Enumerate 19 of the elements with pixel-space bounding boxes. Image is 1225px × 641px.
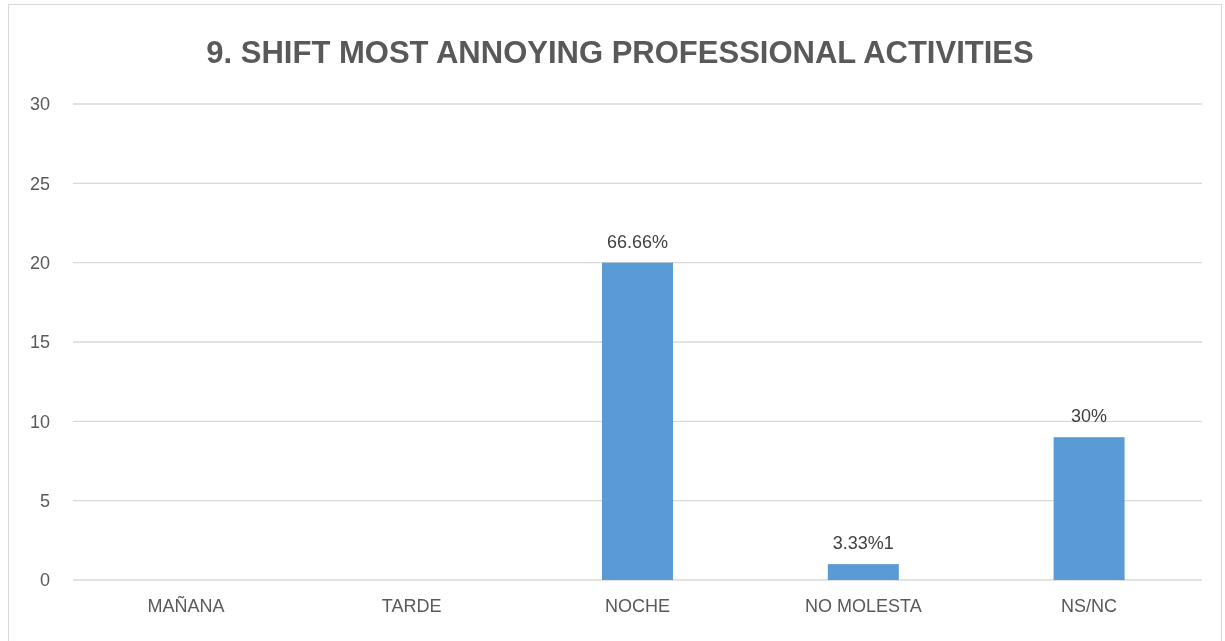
y-tick-label: 15 [29, 332, 50, 353]
x-tick-label: NOCHE [604, 596, 671, 616]
y-tick-label: 25 [29, 173, 50, 194]
bar [602, 262, 673, 580]
y-tick-label: 20 [29, 252, 50, 273]
chart-title: 9. SHIFT MOST ANNOYING PROFESSIONAL ACTIVITIES [206, 35, 1034, 70]
y-tick-label: 5 [39, 490, 50, 511]
y-tick-label: 10 [29, 411, 50, 432]
bar [1053, 437, 1125, 580]
annotation: 3.33%1 [832, 533, 894, 554]
x-tick-label: NO MOLESTA [804, 596, 922, 616]
annotation: 30% [1071, 406, 1108, 427]
x-tick-label: NS/NC [1061, 596, 1118, 616]
annotation: 66.66% [606, 231, 669, 252]
y-tick-label: 30 [29, 94, 50, 115]
bar [827, 564, 899, 580]
y-tick-label: 0 [39, 570, 50, 591]
x-tick-label: MAÑANA [147, 595, 225, 616]
x-tick-label: TARDE [381, 596, 442, 616]
